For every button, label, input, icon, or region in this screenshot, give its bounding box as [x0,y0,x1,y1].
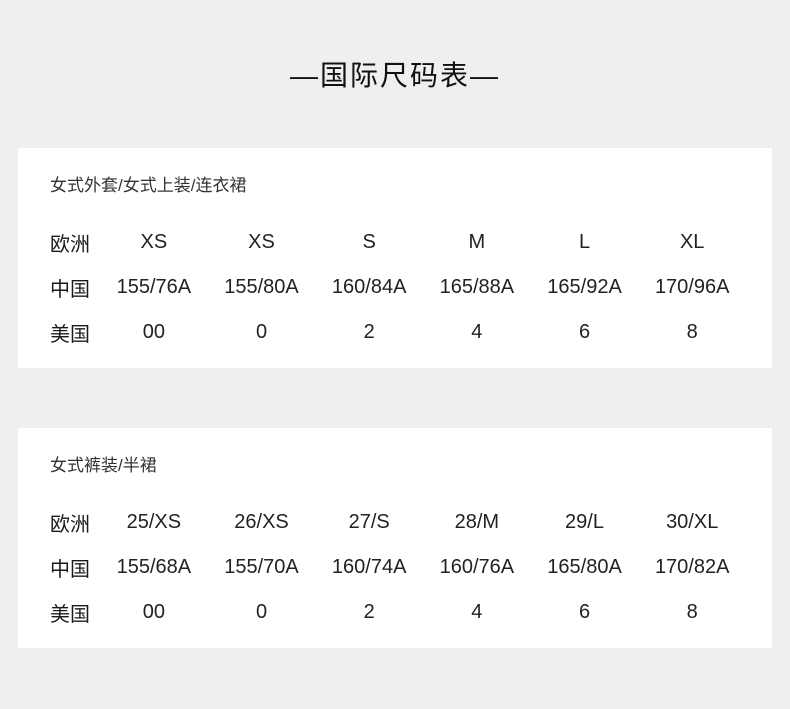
size-cell: 00 [142,321,165,343]
size-cell: 30/XL [666,511,719,533]
size-cell: 165/92A [547,276,622,298]
size-cell: 27/S [348,511,390,533]
size-cell: 155/80A [224,276,299,298]
size-cell: 6 [578,601,591,623]
size-cell: 155/76A [116,276,192,298]
size-cell: 155/68A [116,556,192,578]
size-table-bottoms: 欧洲 25/XS 26/XS 27/S 28/M 29/L 30/XL 中国 1… [50,500,746,635]
size-cell: 165/88A [439,276,515,298]
region-label: 中国 [50,279,90,301]
size-cell: 25/XS [126,511,182,533]
size-cell: 29/L [565,511,604,533]
region-label: 欧洲 [50,514,90,536]
size-cell: 6 [578,321,591,343]
page-title: —国际尺码表— [289,60,500,91]
size-cell: 8 [686,321,698,343]
size-cell: 26/XS [234,511,289,533]
size-cell: XS [248,231,275,253]
size-cell: XS [140,231,168,253]
size-cell: 160/84A [331,276,407,298]
size-cell: 155/70A [224,556,299,578]
size-cell: M [468,231,486,253]
size-cell: 0 [255,321,268,343]
size-cell: 160/74A [331,556,407,578]
size-cell: 2 [363,601,375,623]
size-cell: 4 [471,321,483,343]
size-cell: 4 [471,601,483,623]
size-cell: 170/82A [654,556,730,578]
card-title-tops: 女式外套/女式上装/连衣裙 [50,176,247,195]
size-cell: L [578,231,591,253]
table-row: 欧洲 XS XS S M L XL [50,220,746,265]
size-cell: XL [679,231,705,253]
size-cell: 160/76A [439,556,515,578]
region-label: 中国 [50,559,90,581]
size-chart-page: —国际尺码表— 女式外套/女式上装/连衣裙 欧洲 XS XS S M L XL … [18,60,772,648]
table-row: 中国 155/68A 155/70A 160/74A 160/76A 165/8… [50,545,746,590]
table-row: 美国 00 0 2 4 6 8 [50,590,746,635]
size-cell: 8 [686,601,698,623]
table-row: 欧洲 25/XS 26/XS 27/S 28/M 29/L 30/XL [50,500,746,545]
region-label: 美国 [50,324,90,346]
size-cell: 0 [255,601,268,623]
size-cell: 28/M [454,511,500,533]
size-cell: 00 [142,601,165,623]
region-label: 美国 [50,604,90,626]
size-card-tops: 女式外套/女式上装/连衣裙 欧洲 XS XS S M L XL 中国 155/7… [18,148,772,368]
size-table-tops: 欧洲 XS XS S M L XL 中国 155/76A 155/80A 160… [50,220,746,355]
region-label: 欧洲 [50,234,90,256]
size-card-bottoms: 女式裤装/半裙 欧洲 25/XS 26/XS 27/S 28/M 29/L 30… [18,428,772,648]
size-cell: 165/80A [547,556,622,578]
size-cell: 170/96A [654,276,730,298]
size-cell: 2 [363,321,375,343]
size-cell: S [362,231,376,253]
card-title-bottoms: 女式裤装/半裙 [50,456,157,475]
table-row: 美国 00 0 2 4 6 8 [50,310,746,355]
table-row: 中国 155/76A 155/80A 160/84A 165/88A 165/9… [50,265,746,310]
